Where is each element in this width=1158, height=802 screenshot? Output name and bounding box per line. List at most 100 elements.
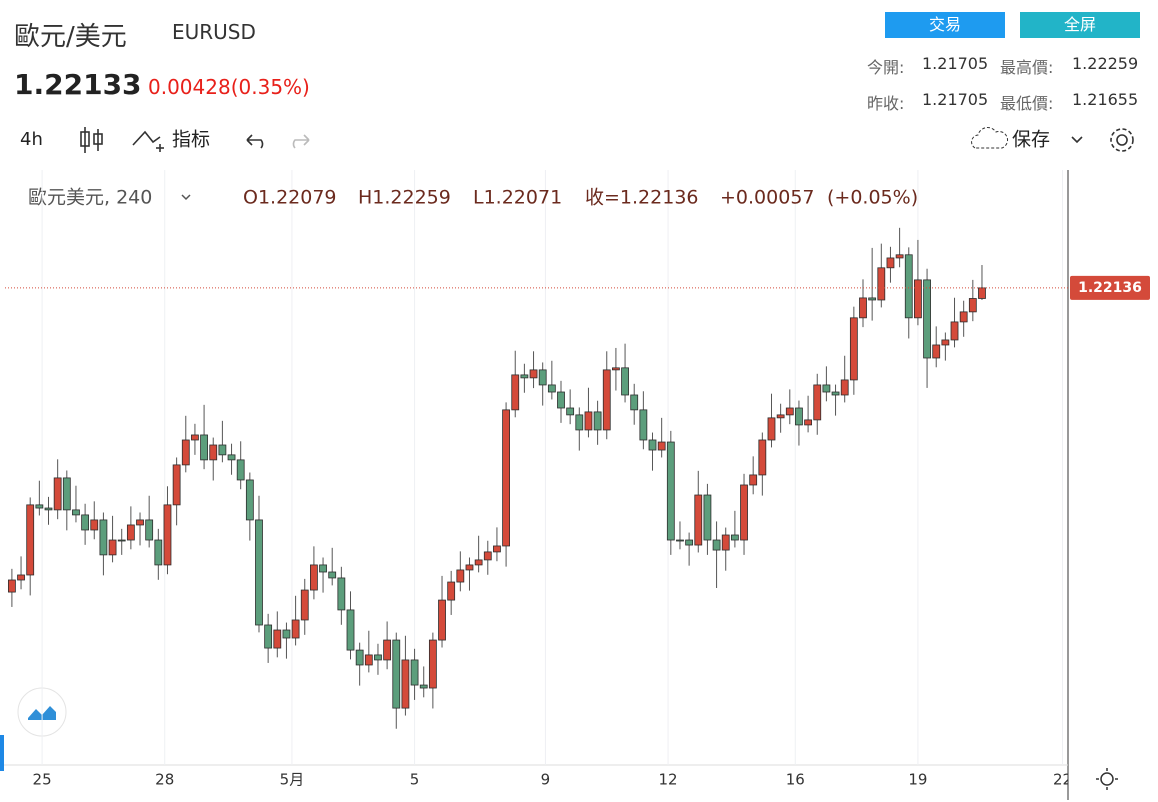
candle-body [474, 559, 483, 566]
save-menu-chevron[interactable] [1071, 136, 1083, 144]
candle-body [447, 581, 456, 601]
x-tick-label: 12 [659, 771, 678, 789]
stat-label: 最高價: [1000, 58, 1054, 77]
candle-body [978, 287, 986, 299]
candle-body [255, 519, 263, 626]
stat-value: 1.21705 [922, 54, 989, 73]
candle-body [191, 434, 199, 441]
interval-button[interactable]: 4h [20, 129, 43, 150]
stat-label: 今開: [867, 58, 905, 77]
candle-body [117, 539, 126, 542]
candle-body [904, 254, 913, 319]
x-tick-label: 28 [155, 771, 174, 789]
instrument-symbol: EURUSD [172, 20, 256, 44]
candle-body [639, 409, 648, 441]
candle-body [511, 374, 520, 411]
indicators-button[interactable]: 指标 [172, 129, 210, 151]
candle-body [648, 439, 657, 451]
price-change: 0.00428(0.35%) [148, 75, 310, 99]
cloud-icon[interactable] [971, 127, 1009, 149]
candle-body [383, 639, 392, 661]
candle-body [145, 519, 154, 541]
candle-body [328, 571, 337, 579]
candle-body [392, 639, 401, 709]
candle-body [584, 411, 593, 431]
candle-body [758, 439, 767, 476]
candle-body [99, 519, 108, 556]
candle-body [721, 534, 730, 551]
legend-value: H1.22259 [358, 187, 451, 209]
time-axis-settings-icon[interactable] [1096, 768, 1118, 790]
candle-body [310, 564, 318, 591]
redo-icon[interactable] [292, 134, 310, 149]
candle-body [172, 464, 181, 506]
indicator-icon[interactable] [132, 130, 164, 152]
legend-value: 收=1.22136 [585, 187, 699, 209]
candle-body [822, 384, 831, 393]
candle-body [694, 494, 703, 546]
candle-body [236, 459, 245, 481]
candle-body [621, 367, 629, 396]
candle-body [886, 257, 895, 269]
stat-value: 1.21705 [922, 90, 989, 109]
chart-type-icon[interactable] [80, 127, 103, 153]
candle-body [493, 545, 501, 553]
candle-body [26, 504, 35, 576]
save-button[interactable]: 保存 [1012, 129, 1050, 151]
plot-area: 25 28 5月 5 9 12 16 19 22 [5, 170, 1072, 789]
candle-body [959, 311, 968, 323]
x-tick-label: 19 [908, 771, 927, 789]
candle-body [849, 317, 858, 381]
last-price: 1.22133 [14, 68, 142, 101]
candle-body [593, 411, 602, 431]
side-panel-tab[interactable] [0, 735, 4, 771]
candle-body [859, 297, 867, 319]
candle-body [483, 551, 492, 561]
legend-value: (+0.05%) [827, 187, 918, 209]
legend-chevron[interactable] [181, 194, 191, 201]
candle-body [319, 564, 327, 573]
candle-body [566, 407, 575, 416]
candle-body [941, 339, 950, 346]
undo-icon[interactable] [246, 134, 264, 149]
last-price-label: 1.22136 [1078, 280, 1142, 296]
candle-body [923, 279, 931, 359]
candle-body [209, 444, 218, 461]
candle-body [218, 444, 227, 456]
candle-body [538, 369, 547, 386]
candle-body [465, 564, 474, 571]
candle-body [785, 407, 794, 416]
candle-body [44, 507, 53, 511]
candle-body [502, 409, 510, 547]
legend-value: +0.00057 [720, 187, 815, 209]
candle-body [337, 577, 346, 611]
x-tick-label: 22 [1053, 771, 1072, 789]
trade-button[interactable]: 交易 [885, 12, 1005, 38]
legend-value: O1.22079 [243, 187, 337, 209]
candle-body [291, 619, 300, 639]
candle-body [657, 441, 666, 451]
stat-label: 最低價: [1000, 94, 1054, 113]
candle-body [767, 417, 776, 441]
candle-body [401, 659, 410, 709]
candle-body [200, 434, 208, 461]
candle-body [868, 297, 877, 301]
x-tick-label: 5 [410, 771, 420, 789]
candle-body [419, 684, 428, 689]
stat-label: 昨收: [867, 94, 905, 113]
legend-symbol[interactable]: 歐元美元, 240 [28, 187, 152, 209]
candle-body [804, 419, 812, 426]
candle-body [90, 519, 99, 531]
candle-body [914, 279, 922, 319]
fullscreen-button[interactable]: 全屏 [1020, 12, 1140, 38]
candle-body [950, 321, 959, 341]
candle-body [81, 514, 90, 531]
candle-body [53, 477, 62, 511]
candle-body [968, 298, 977, 313]
candle-body [575, 414, 584, 431]
candle-body [181, 439, 190, 466]
candle-body [685, 539, 694, 546]
candle-body [703, 494, 712, 541]
settings-icon[interactable] [1110, 128, 1134, 152]
